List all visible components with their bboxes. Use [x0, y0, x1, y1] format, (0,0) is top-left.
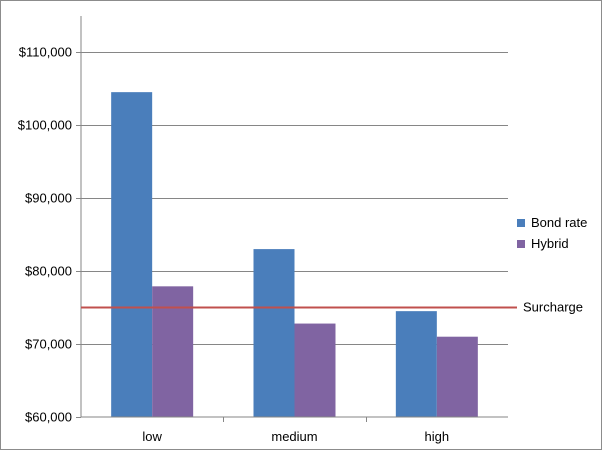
bar-hybrid-medium — [294, 323, 336, 417]
legend: Bond rate Hybrid — [517, 215, 587, 251]
bar-bond-rate-high — [395, 311, 437, 417]
x-tick-label: medium — [271, 429, 317, 444]
y-tick-labels: $60,000 $70,000 $80,000 $90,000 $100,000 $110… — [18, 45, 72, 425]
x-tick-label: high — [425, 429, 450, 444]
bar-bond-rate-low — [111, 92, 153, 418]
legend-label: Bond rate — [531, 215, 587, 230]
x-tick-label: low — [142, 429, 162, 444]
y-tick-label: $110,000 — [19, 45, 72, 60]
axes — [80, 16, 508, 418]
bar-hybrid-high — [436, 336, 478, 417]
y-tick-label: $80,000 — [25, 264, 72, 279]
surcharge-label: Surcharge — [523, 300, 583, 315]
legend-swatch-bond-rate — [517, 219, 525, 227]
bar-bond-rate-medium — [253, 249, 295, 417]
y-tick-label: $70,000 — [25, 337, 72, 352]
bar-hybrid-low — [152, 286, 194, 417]
legend-swatch-hybrid — [517, 240, 525, 248]
y-tick-label: $90,000 — [25, 191, 72, 206]
reference-line-group: Surcharge — [81, 300, 583, 315]
y-tick-label: $60,000 — [25, 410, 72, 425]
y-tick-label: $100,000 — [18, 118, 72, 133]
legend-label: Hybrid — [531, 236, 569, 251]
x-tick-labels: low medium high — [142, 417, 449, 444]
bars — [111, 92, 478, 418]
